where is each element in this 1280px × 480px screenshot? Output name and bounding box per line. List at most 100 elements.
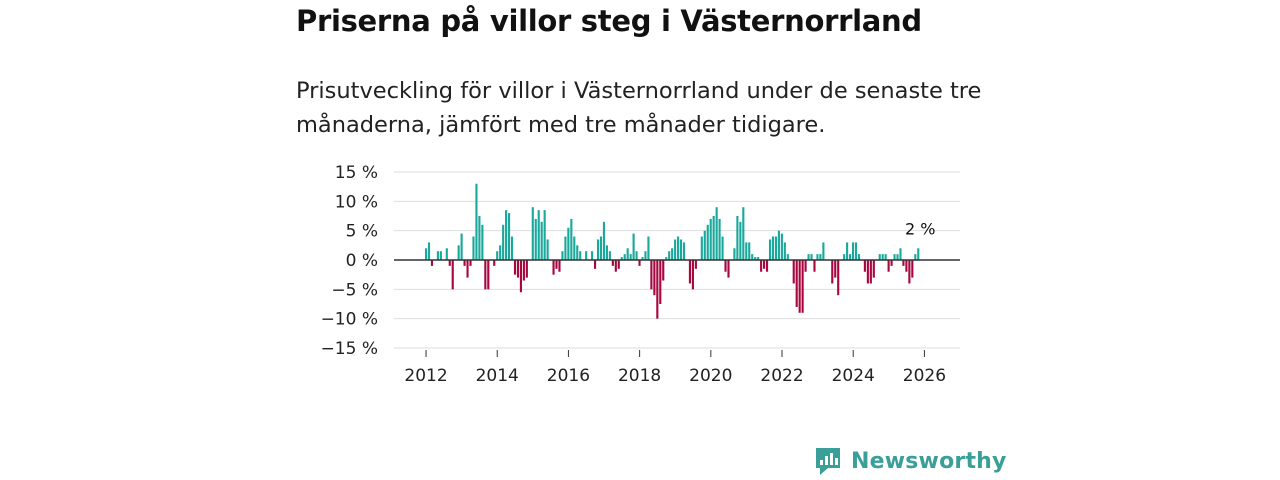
bar [813,260,816,272]
bar [822,242,825,260]
bar [671,248,674,260]
bar [872,260,875,278]
bar [843,254,846,260]
bar [570,218,573,260]
bar [677,236,680,260]
bar [846,242,849,260]
bar [508,213,511,260]
bar [596,239,600,260]
x-axis-ticks: 2012 2014 2016 2018 2020 2022 2024 2026 [404,350,946,386]
bar [611,260,614,266]
chart-subtitle: Prisutveckling för villor i Västernorrla… [296,78,982,138]
x-tick-label: 2022 [760,366,803,386]
bar [718,218,721,260]
bar [659,260,662,304]
bar [656,260,659,319]
bar [905,260,908,272]
bar [721,236,724,260]
bar [899,248,902,260]
bar [742,207,745,260]
x-tick-label: 2016 [547,366,590,386]
x-tick-label: 2018 [618,366,661,386]
bar [765,260,769,272]
bar [466,260,469,278]
bar [804,260,807,272]
bar [754,257,757,260]
bar [795,260,798,307]
bar [626,248,629,260]
bar [896,254,899,260]
bar [573,236,576,260]
bar [496,251,499,260]
bar [854,242,858,260]
bar [890,260,893,266]
bar [798,260,801,313]
bar [653,260,656,296]
bar [819,254,822,260]
bar [679,239,683,260]
bar [851,242,855,260]
bar [543,210,546,260]
y-tick-label: 0 % [346,251,378,271]
bar [481,224,484,260]
bar [427,242,431,260]
bar [602,221,606,260]
bar [739,221,742,260]
y-tick-label: −15 % [321,339,378,359]
bar [635,251,638,260]
bar [484,260,487,290]
bar [513,260,517,275]
bar [786,254,789,260]
bar [502,224,505,260]
bar [591,251,594,260]
bar [863,260,866,272]
bar [644,251,647,260]
bar [849,254,852,260]
x-tick-label: 2012 [404,366,447,386]
bar [760,260,763,272]
bar [555,260,558,269]
bar [911,260,914,278]
bar [902,260,905,266]
bar [807,254,810,260]
bar [499,245,502,260]
bar [475,183,478,260]
bar [516,260,520,278]
x-tick-label: 2014 [476,366,519,386]
bar [893,254,896,260]
bar [662,260,665,281]
bar [831,260,834,284]
bar [682,242,686,260]
bar [576,245,579,260]
last-value-label: 2 % [905,219,935,238]
bar [537,210,540,260]
bar [445,248,448,260]
chart-title: Priserna på villor steg i Västernorrland [296,4,922,38]
y-tick-label: −10 % [321,310,378,330]
bar [810,254,813,260]
bar [884,254,887,260]
bar [887,260,890,272]
bar [792,260,795,284]
bar [768,239,772,260]
bar [463,260,466,266]
bar [801,260,804,313]
bar [733,248,736,260]
bar [436,251,439,260]
bar [620,257,623,260]
bar [439,251,442,260]
bar [487,260,490,290]
bar [878,254,881,260]
bar [564,236,567,260]
bar [430,260,434,266]
bar [460,233,463,260]
y-axis-ticks: 15 % 10 % 5 % 0 % −5 % −10 % −15 % [321,163,378,359]
bar [638,260,641,266]
bar [608,251,611,260]
bar [534,218,537,260]
y-tick-label: 5 % [346,222,378,242]
bar [579,251,582,260]
bar [774,236,777,260]
bar [712,216,715,260]
